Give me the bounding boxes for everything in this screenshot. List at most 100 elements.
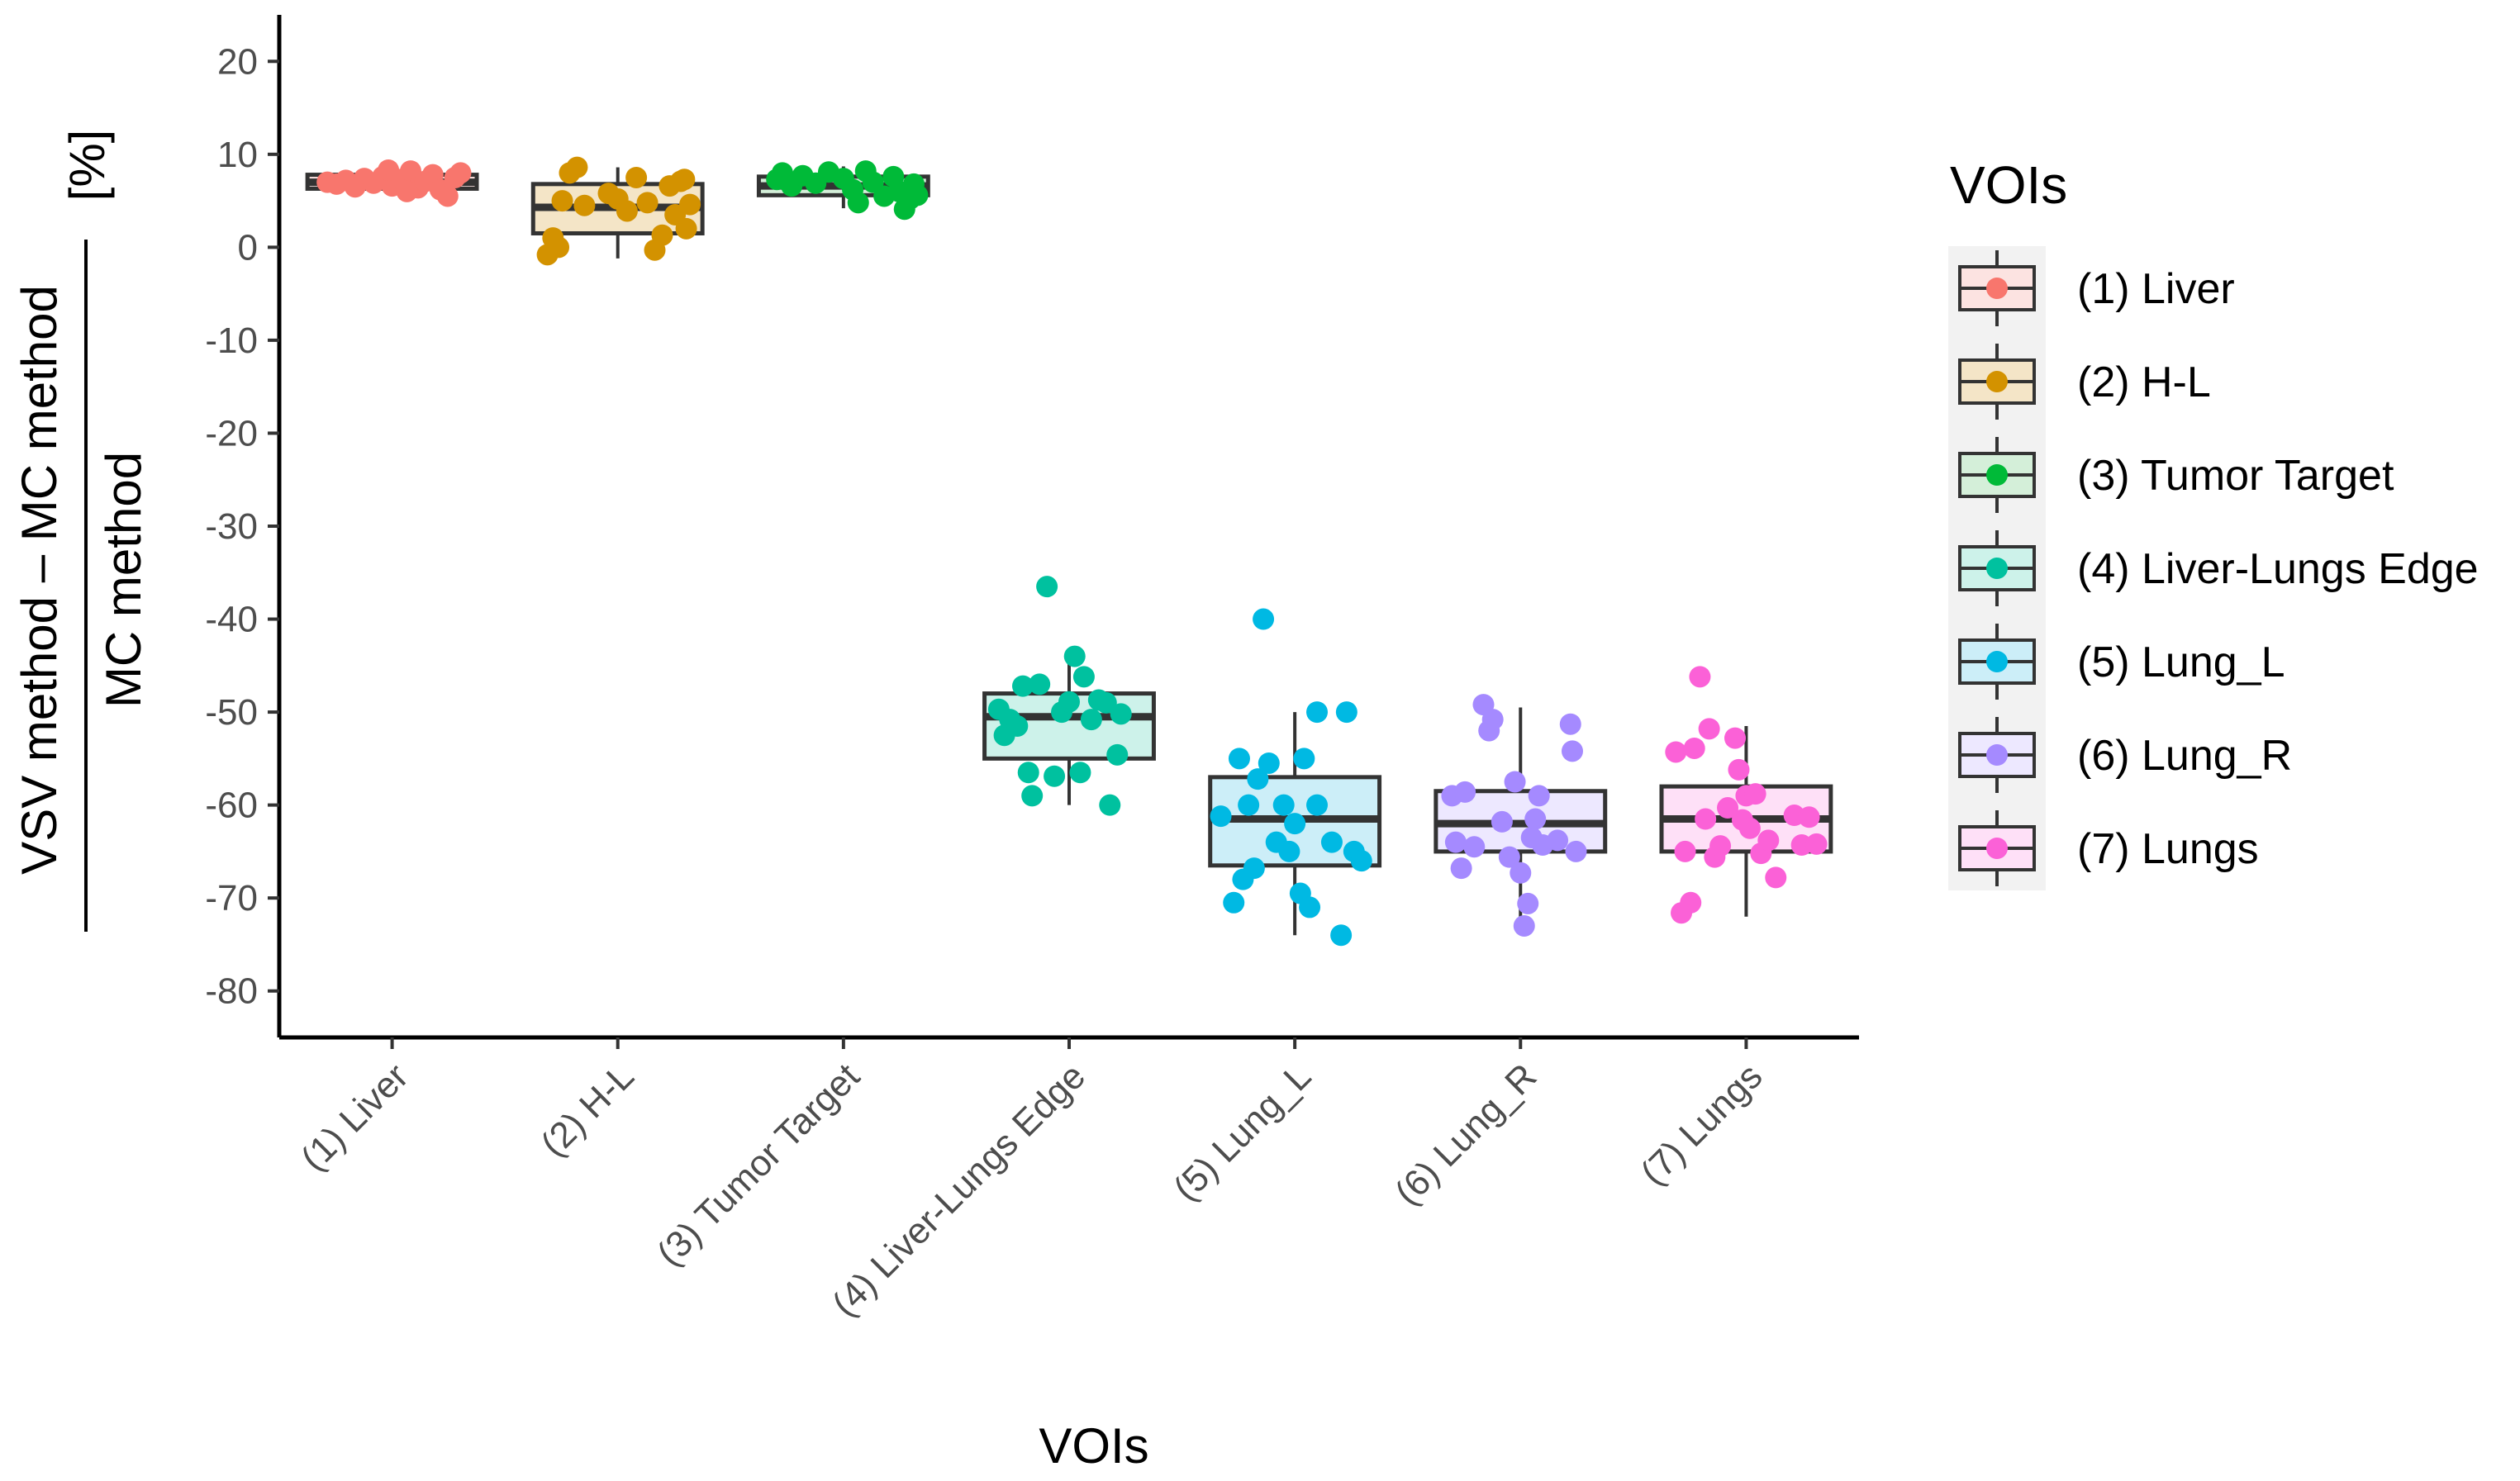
data-point: [1320, 831, 1343, 853]
data-point: [1110, 703, 1132, 725]
data-point: [1510, 862, 1532, 884]
legend-label: (7) Lungs: [2077, 825, 2259, 873]
y-tick-label: 20: [217, 41, 258, 82]
data-point: [1080, 709, 1102, 731]
data-point: [1528, 785, 1550, 807]
box-group: [1659, 666, 1833, 924]
data-point: [573, 194, 596, 216]
legend-key-point: [1986, 278, 2008, 299]
legend-key-point: [1986, 838, 2008, 859]
data-point: [1444, 831, 1467, 853]
data-point: [449, 162, 472, 184]
box-group: [1434, 694, 1608, 937]
x-tick-label: (4) Liver-Lungs Edge: [825, 1056, 1093, 1324]
data-point: [673, 169, 696, 191]
data-point: [1021, 785, 1044, 807]
data-point: [1524, 808, 1547, 830]
data-point: [1454, 781, 1476, 803]
data-point: [651, 224, 673, 246]
data-point: [1547, 829, 1569, 852]
y-tick-label: -50: [205, 692, 258, 733]
y-axis-title-numerator: VSV method – MC method: [12, 285, 67, 875]
data-point: [396, 180, 418, 202]
data-point: [551, 190, 573, 212]
data-point: [1243, 857, 1265, 880]
legend-label: (6) Lung_R: [2077, 732, 2292, 780]
data-point: [1698, 718, 1720, 740]
data-point: [1805, 833, 1828, 855]
box-group: [530, 156, 705, 266]
data-point: [1247, 768, 1269, 790]
legend-label: (2) H-L: [2077, 358, 2211, 406]
data-point: [1278, 840, 1300, 862]
y-tick-label: 0: [238, 227, 258, 268]
data-point: [1481, 709, 1504, 731]
data-point: [616, 200, 638, 222]
data-point: [1717, 797, 1739, 819]
data-point: [1450, 857, 1472, 880]
data-point: [679, 193, 701, 216]
data-point: [1689, 666, 1711, 688]
data-point: [378, 159, 400, 181]
data-point: [1095, 691, 1117, 714]
x-axis: (1) Liver (2) H-L (3) Tumor Target(4) Live…: [279, 1035, 1859, 1325]
y-tick-label: -30: [205, 506, 258, 547]
data-point: [1665, 741, 1687, 763]
x-tick-label: (5) Lung_L: [1166, 1056, 1319, 1208]
data-point: [675, 217, 697, 240]
legend-item: (3) Tumor Target: [1958, 437, 2394, 513]
data-point: [1253, 608, 1275, 630]
legend-title: VOIs: [1950, 155, 2067, 215]
data-point: [1063, 645, 1086, 667]
data-point: [1350, 850, 1372, 872]
data-point: [1072, 666, 1095, 688]
data-point: [1744, 783, 1766, 805]
data-point: [1498, 846, 1520, 868]
y-axis-title: VSV method – MC method MC method [%]: [12, 130, 151, 932]
box-group: [305, 159, 479, 207]
legend-item: (2) H-L: [1958, 344, 2211, 420]
x-axis-title: VOIs: [1039, 1418, 1148, 1474]
data-point: [1238, 794, 1260, 816]
legend-item: (7) Lungs: [1958, 810, 2259, 886]
data-point: [1559, 713, 1581, 735]
y-tick-label: -10: [205, 320, 258, 361]
legend-key-point: [1986, 651, 2008, 672]
legend-item: (4) Liver-Lungs Edge: [1958, 530, 2479, 606]
data-point: [1299, 896, 1321, 919]
data-point: [1017, 762, 1039, 784]
data-point: [1012, 675, 1034, 697]
data-point: [1044, 765, 1066, 787]
y-tick-label: -60: [205, 786, 258, 826]
data-point: [1695, 808, 1717, 830]
data-point: [1223, 891, 1245, 914]
data-point: [548, 236, 570, 259]
box-group: [1208, 608, 1382, 947]
y-tick-label: -40: [205, 600, 258, 640]
data-point: [1683, 737, 1705, 759]
data-point: [1228, 748, 1250, 770]
data-point: [1728, 758, 1750, 781]
data-point: [1306, 794, 1329, 816]
x-tick-label: (7) Lungs: [1633, 1056, 1770, 1193]
legend-item: (6) Lung_R: [1958, 717, 2292, 793]
data-point: [1036, 576, 1058, 598]
x-tick-label: (2) H-L: [533, 1056, 641, 1164]
data-point: [1058, 691, 1080, 713]
data-point: [1029, 673, 1051, 695]
data-point: [1335, 701, 1357, 724]
y-tick-label: 10: [217, 135, 258, 175]
legend-label: (3) Tumor Target: [2077, 452, 2394, 500]
legend-label: (1) Liver: [2077, 265, 2235, 313]
legend-key-point: [1986, 464, 2008, 486]
legend-label: (4) Liver-Lungs Edge: [2077, 545, 2479, 593]
data-point: [1680, 891, 1702, 914]
data-point: [1565, 840, 1587, 862]
x-tick-label: (6) Lung_R: [1387, 1056, 1544, 1213]
data-point: [636, 192, 659, 214]
data-point: [1258, 752, 1280, 774]
data-point: [1798, 806, 1820, 828]
y-axis-title-unit: [%]: [59, 130, 115, 202]
box-group: [756, 160, 930, 221]
